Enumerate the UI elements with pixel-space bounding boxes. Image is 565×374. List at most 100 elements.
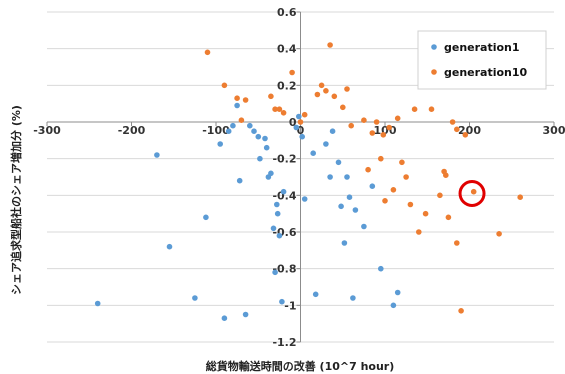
data-point-generation10 [454, 126, 460, 133]
data-point-generation10 [517, 194, 523, 200]
y-tick-label: 0 [289, 116, 297, 129]
legend: generation1 generation10 [417, 30, 547, 90]
data-point-generation10 [238, 117, 245, 123]
data-point-generation1 [274, 201, 280, 208]
data-point-generation1 [369, 183, 376, 189]
data-point-generation1 [94, 300, 101, 307]
legend-label-generation10: generation10 [444, 66, 528, 79]
data-point-generation1 [192, 295, 198, 301]
data-point-generation10 [340, 104, 346, 111]
data-point-generation10 [323, 88, 329, 94]
data-point-generation1 [279, 298, 285, 305]
data-point-generation1 [257, 155, 263, 162]
highlight-circle [458, 180, 486, 207]
data-point-generation10 [318, 82, 325, 89]
data-point-generation1 [225, 128, 232, 134]
data-point-generation1 [263, 144, 270, 151]
data-point-generation10 [458, 308, 464, 314]
data-point-generation1 [247, 122, 253, 129]
data-point-generation1 [280, 188, 287, 195]
data-point-generation10 [234, 95, 240, 101]
data-point-generation1 [335, 159, 342, 166]
x-axis-title: 総貨物輸送時間の改善 (10^7 hour) [206, 359, 395, 373]
data-point-generation10 [204, 49, 211, 56]
data-point-generation10 [403, 174, 409, 180]
data-point-generation10 [496, 231, 502, 237]
x-tick-label: 200 [458, 124, 481, 137]
y-axis-title: シェア追求型船社のシェア増加分 (%) [9, 105, 23, 295]
data-point-generation1 [338, 203, 344, 210]
data-point-generation10 [449, 119, 456, 125]
y-tick-label: -0.2 [272, 153, 296, 166]
data-point-generation1 [293, 124, 300, 131]
data-point-generation1 [242, 311, 249, 318]
data-point-generation10 [272, 106, 278, 112]
data-point-generation1 [230, 122, 236, 129]
data-point-generation1 [378, 265, 384, 272]
data-point-generation1 [346, 194, 353, 200]
data-points [94, 42, 523, 322]
data-point-generation1 [312, 291, 319, 298]
legend-marker-generation10 [431, 69, 437, 75]
y-tick-label: -1 [284, 299, 296, 312]
data-point-generation10 [301, 111, 308, 118]
data-point-generation10 [378, 155, 384, 162]
data-point-generation10 [268, 93, 274, 100]
data-point-generation10 [327, 42, 333, 48]
data-point-generation1 [272, 269, 278, 276]
data-point-generation1 [268, 170, 274, 177]
x-tick-label: -100 [202, 124, 230, 137]
data-point-generation1 [310, 150, 317, 156]
legend-marker-generation1 [431, 44, 437, 50]
data-point-generation10 [280, 110, 287, 116]
data-point-generation10 [314, 91, 321, 98]
data-point-generation1 [323, 141, 329, 147]
data-point-generation1 [236, 177, 243, 184]
data-point-generation1 [274, 210, 281, 217]
data-point-generation10 [344, 86, 350, 92]
data-point-generation10 [242, 97, 249, 103]
data-point-generation1 [251, 128, 257, 134]
data-point-generation10 [437, 192, 443, 199]
data-point-generation1 [255, 133, 262, 140]
data-point-generation10 [428, 106, 435, 112]
data-point-generation1 [296, 113, 302, 120]
data-point-generation10 [221, 82, 228, 89]
data-point-generation10 [297, 119, 304, 125]
data-point-generation1 [329, 128, 336, 134]
data-point-generation10 [454, 240, 460, 246]
data-point-generation10 [361, 117, 367, 123]
data-point-generation1 [299, 133, 306, 140]
data-point-generation10 [422, 210, 429, 217]
data-point-generation10 [462, 132, 469, 138]
data-point-generation1 [301, 196, 308, 202]
data-point-generation10 [331, 93, 338, 100]
data-point-generation10 [276, 106, 283, 112]
data-point-generation1 [221, 315, 228, 322]
data-point-generation1 [352, 207, 359, 213]
tick-labels: -300 -200 -100 0 100 200 3000.60.40.20-0.2-0.4… [33, 6, 565, 349]
data-point-generation10 [365, 166, 371, 173]
data-point-generation10 [369, 130, 376, 136]
data-point-generation10 [394, 115, 401, 122]
y-tick-label: 0.2 [277, 79, 297, 92]
x-tick-label: 0 [297, 124, 305, 137]
data-point-generation1 [341, 240, 348, 246]
y-tick-label: -0.4 [272, 189, 296, 202]
data-point-generation10 [443, 172, 449, 178]
data-point-generation1 [234, 102, 240, 109]
data-point-generation1 [270, 225, 277, 232]
data-point-generation1 [262, 135, 268, 142]
data-point-generation1 [154, 152, 160, 158]
data-point-generation1 [350, 295, 356, 301]
data-point-generation1 [344, 174, 350, 180]
y-tick-label: -0.8 [272, 263, 296, 276]
x-tick-label: -300 [33, 124, 61, 137]
data-point-generation1 [327, 174, 333, 180]
data-point-generation10 [411, 106, 418, 112]
data-point-generation10 [373, 119, 380, 125]
data-point-generation10 [348, 122, 355, 129]
y-tick-label: -1.2 [272, 336, 296, 349]
data-point-generation10 [380, 132, 387, 138]
